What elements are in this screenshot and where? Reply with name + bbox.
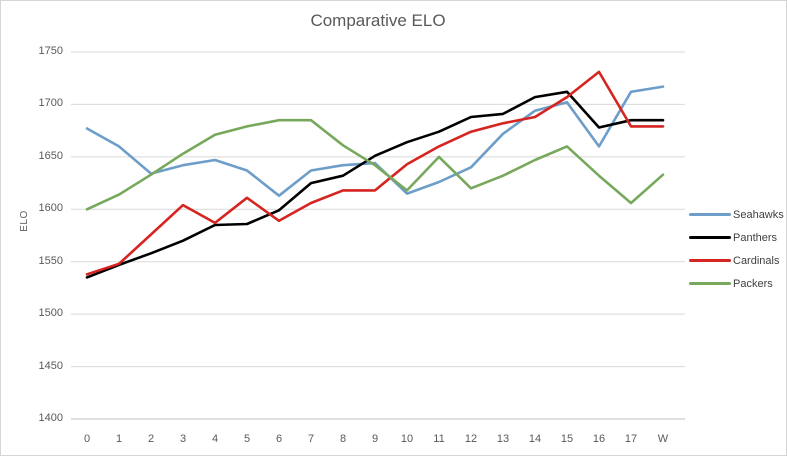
legend-label: Cardinals	[733, 254, 780, 267]
x-tick-label: 6	[275, 433, 283, 445]
x-tick-label: 2	[147, 433, 155, 445]
x-tick-label: 16	[592, 433, 606, 445]
x-tick-label: 3	[179, 433, 187, 445]
legend-item-seahawks[interactable]: Seahawks	[689, 203, 784, 226]
x-tick-label: 10	[400, 433, 414, 445]
y-tick-label: 1600	[38, 202, 63, 215]
legend-item-cardinals[interactable]: Cardinals	[689, 249, 784, 272]
x-tick-label: 9	[371, 433, 379, 445]
x-tick-label: 5	[243, 433, 251, 445]
legend-label: Seahawks	[733, 208, 784, 221]
x-tick-label: 1	[115, 433, 123, 445]
x-tick-label: 4	[211, 433, 219, 445]
legend-label: Packers	[733, 277, 773, 290]
legend-swatch-seahawks	[689, 213, 731, 216]
x-tick-label: 14	[528, 433, 542, 445]
y-tick-label: 1750	[38, 45, 63, 57]
legend-swatch-cardinals	[689, 259, 731, 262]
x-tick-label: 15	[560, 433, 574, 445]
series-line-packers[interactable]	[85, 118, 665, 211]
x-tick-label: W	[657, 433, 669, 445]
legend-swatch-panthers	[689, 236, 731, 239]
legend-label: Panthers	[733, 231, 778, 244]
x-tick-label: 7	[307, 433, 315, 445]
x-tick-label: 8	[339, 433, 347, 445]
y-tick-label: 1650	[38, 149, 63, 162]
x-tick-label: 12	[464, 433, 478, 445]
x-tick-label: 13	[496, 433, 510, 445]
legend-item-panthers[interactable]: Panthers	[689, 226, 784, 249]
y-tick-label: 1400	[38, 412, 63, 424]
legend: Seahawks Panthers Cardinals Packers	[689, 203, 784, 295]
series-line-cardinals[interactable]	[85, 70, 665, 276]
x-tick-label: 11	[433, 433, 445, 445]
y-tick-label: 1500	[38, 307, 63, 320]
y-tick-label: 1450	[38, 359, 63, 372]
legend-item-packers[interactable]: Packers	[689, 272, 784, 295]
x-tick-label: 0	[83, 433, 91, 445]
x-tick-label: 17	[624, 433, 638, 445]
series-line-seahawks[interactable]	[85, 85, 665, 197]
chart-title: Comparative ELO	[310, 11, 446, 30]
y-tick-label: 1550	[38, 254, 63, 267]
series-line-panthers[interactable]	[85, 90, 665, 279]
y-tick-label: 1700	[38, 97, 63, 110]
legend-swatch-packers	[689, 282, 731, 285]
